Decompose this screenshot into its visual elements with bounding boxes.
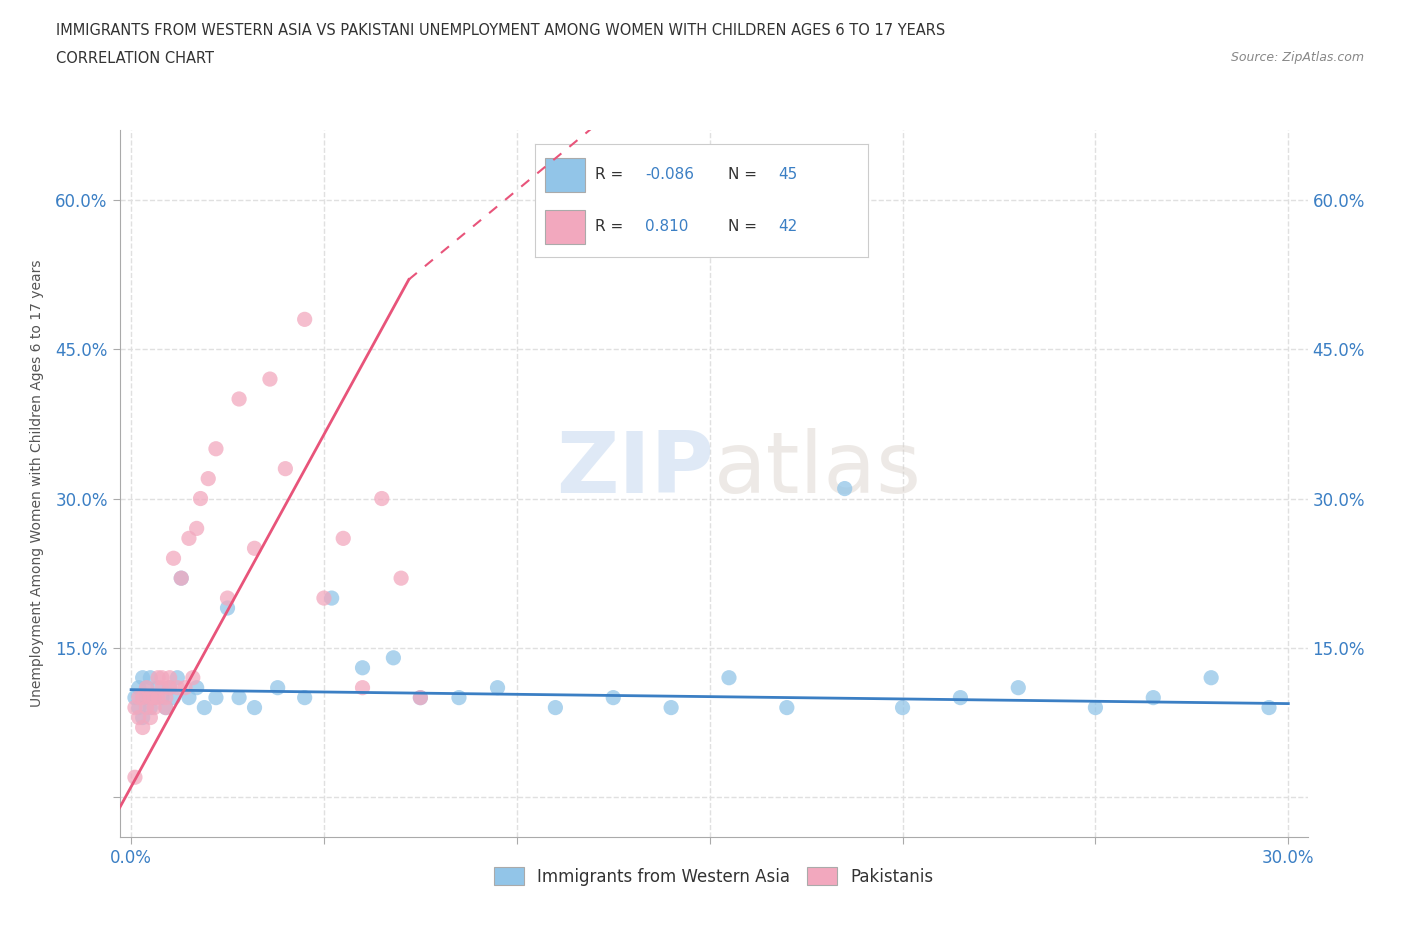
Point	[146, 680, 169, 695]
Point	[146, 690, 169, 705]
Point	[312, 591, 335, 605]
Point	[128, 680, 150, 695]
Point	[352, 680, 374, 695]
Point	[352, 660, 374, 675]
Point	[174, 680, 197, 695]
Legend: Immigrants from Western Asia, Pakistanis: Immigrants from Western Asia, Pakistanis	[486, 861, 941, 892]
Point	[891, 700, 914, 715]
Point	[170, 571, 193, 586]
Text: IMMIGRANTS FROM WESTERN ASIA VS PAKISTANI UNEMPLOYMENT AMONG WOMEN WITH CHILDREN: IMMIGRANTS FROM WESTERN ASIA VS PAKISTAN…	[56, 23, 945, 38]
Point	[382, 650, 405, 665]
Point	[332, 531, 354, 546]
Point	[186, 521, 208, 536]
Point	[193, 700, 215, 715]
Point	[155, 690, 177, 705]
Point	[128, 690, 150, 705]
Point	[205, 690, 228, 705]
Point	[128, 711, 150, 725]
Point	[409, 690, 432, 705]
Point	[266, 680, 288, 695]
Point	[124, 770, 146, 785]
Point	[186, 680, 208, 695]
Point	[146, 671, 169, 685]
Point	[486, 680, 509, 695]
Point	[166, 680, 188, 695]
Y-axis label: Unemployment Among Women with Children Ages 6 to 17 years: Unemployment Among Women with Children A…	[30, 259, 44, 708]
Point	[717, 671, 740, 685]
Point	[228, 690, 250, 705]
Point	[294, 690, 316, 705]
Text: Source: ZipAtlas.com: Source: ZipAtlas.com	[1230, 51, 1364, 64]
Point	[228, 392, 250, 406]
Point	[162, 690, 184, 705]
Point	[1258, 700, 1281, 715]
Point	[124, 700, 146, 715]
Point	[409, 690, 432, 705]
Point	[217, 601, 239, 616]
Point	[143, 690, 166, 705]
Point	[128, 700, 150, 715]
Point	[135, 700, 157, 715]
Point	[1142, 690, 1164, 705]
Point	[243, 541, 266, 556]
Point	[321, 591, 343, 605]
Point	[274, 461, 297, 476]
Point	[131, 720, 153, 735]
Point	[155, 700, 177, 715]
Text: ZIP: ZIP	[555, 428, 714, 511]
Point	[143, 690, 166, 705]
Point	[131, 671, 153, 685]
Point	[150, 680, 173, 695]
Point	[447, 690, 470, 705]
Point	[131, 711, 153, 725]
Point	[776, 700, 799, 715]
Point	[602, 690, 624, 705]
Point	[139, 700, 162, 715]
Point	[159, 680, 181, 695]
Point	[150, 671, 173, 685]
Point	[1199, 671, 1222, 685]
Point	[124, 690, 146, 705]
Text: atlas: atlas	[714, 428, 921, 511]
Point	[177, 690, 200, 705]
Point	[135, 680, 157, 695]
Point	[205, 442, 228, 457]
Point	[1084, 700, 1107, 715]
Point	[1007, 680, 1029, 695]
Point	[139, 671, 162, 685]
Point	[389, 571, 412, 586]
Point	[544, 700, 567, 715]
Point	[139, 711, 162, 725]
Point	[371, 491, 394, 506]
Text: CORRELATION CHART: CORRELATION CHART	[56, 51, 214, 66]
Point	[181, 671, 204, 685]
Point	[659, 700, 682, 715]
Point	[135, 680, 157, 695]
Point	[143, 700, 166, 715]
Point	[150, 690, 173, 705]
Point	[294, 312, 316, 326]
Point	[197, 472, 219, 486]
Point	[190, 491, 212, 506]
Point	[162, 551, 184, 565]
Point	[166, 671, 188, 685]
Point	[217, 591, 239, 605]
Point	[159, 680, 181, 695]
Point	[155, 700, 177, 715]
Point	[259, 372, 281, 387]
Point	[177, 531, 200, 546]
Point	[139, 690, 162, 705]
Point	[834, 481, 856, 496]
Point	[135, 690, 157, 705]
Point	[243, 700, 266, 715]
Point	[131, 690, 153, 705]
Point	[159, 671, 181, 685]
Point	[170, 571, 193, 586]
Point	[949, 690, 972, 705]
